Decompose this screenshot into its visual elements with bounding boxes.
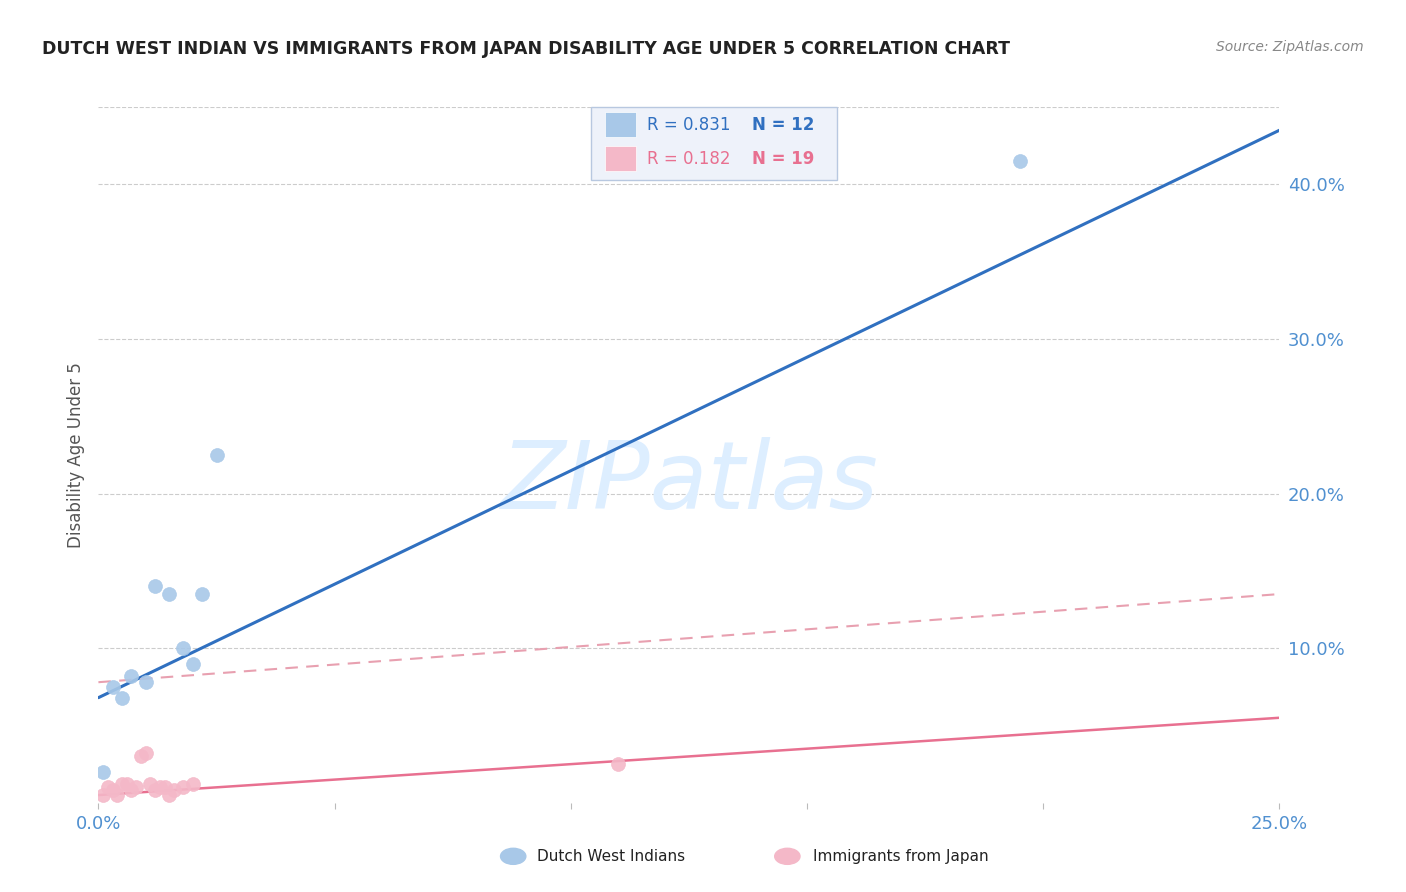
Point — [111, 777, 134, 791]
Text: R = 0.831: R = 0.831 — [647, 116, 730, 134]
Text: N = 19: N = 19 — [752, 150, 814, 168]
Point — [105, 788, 128, 802]
Point — [111, 690, 134, 705]
Point — [157, 788, 180, 802]
Text: ZIPatlas: ZIPatlas — [501, 437, 877, 528]
Point — [143, 783, 166, 797]
Point — [121, 669, 143, 683]
Text: R = 0.182: R = 0.182 — [647, 150, 730, 168]
Point — [153, 780, 176, 795]
Point — [1008, 154, 1031, 169]
Point — [139, 777, 162, 791]
Point — [181, 657, 204, 671]
Point — [149, 780, 172, 795]
Point — [125, 780, 148, 795]
Point — [91, 788, 114, 802]
Point — [101, 680, 124, 694]
Point — [172, 780, 194, 795]
Text: Immigrants from Japan: Immigrants from Japan — [813, 849, 988, 863]
Text: DUTCH WEST INDIAN VS IMMIGRANTS FROM JAPAN DISABILITY AGE UNDER 5 CORRELATION CH: DUTCH WEST INDIAN VS IMMIGRANTS FROM JAP… — [42, 40, 1010, 58]
Point — [91, 764, 114, 779]
Point — [607, 757, 630, 772]
Point — [129, 749, 152, 764]
Point — [191, 587, 214, 601]
Text: Dutch West Indians: Dutch West Indians — [537, 849, 685, 863]
Y-axis label: Disability Age Under 5: Disability Age Under 5 — [66, 362, 84, 548]
Text: Source: ZipAtlas.com: Source: ZipAtlas.com — [1216, 40, 1364, 54]
Point — [205, 448, 228, 462]
Point — [163, 783, 186, 797]
Point — [135, 675, 157, 690]
Point — [157, 587, 180, 601]
Point — [172, 641, 194, 656]
Point — [135, 747, 157, 761]
Point — [121, 783, 143, 797]
Point — [115, 777, 138, 791]
Point — [97, 780, 120, 795]
Point — [181, 777, 204, 791]
Point — [101, 783, 124, 797]
Text: N = 12: N = 12 — [752, 116, 814, 134]
Point — [143, 579, 166, 593]
